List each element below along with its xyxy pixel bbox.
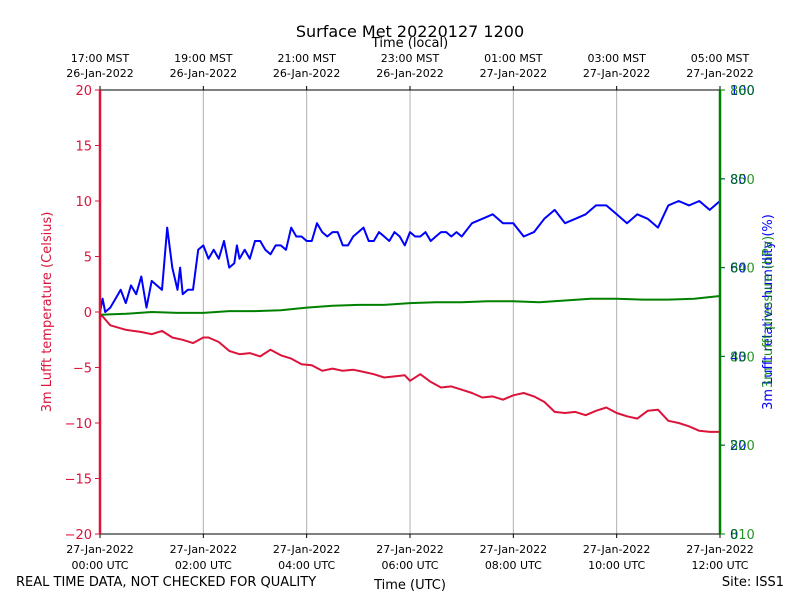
top-tick-label: 23:00 MST (381, 52, 440, 65)
top-tick-label: 27-Jan-2022 (480, 67, 548, 80)
x-tick-label: 27-Jan-2022 (66, 543, 134, 556)
x-tick-label: 06:00 UTC (381, 559, 438, 572)
x-tick-label: 27-Jan-2022 (686, 543, 754, 556)
top-tick-label: 01:00 MST (484, 52, 543, 65)
x-tick-label: 27-Jan-2022 (480, 543, 548, 556)
x-tick-label: 04:00 UTC (278, 559, 335, 572)
right-tick-label-pressure: 820 (730, 439, 755, 454)
site-label: Site: ISS1 (721, 575, 784, 590)
x-tick-label: 27-Jan-2022 (273, 543, 341, 556)
top-tick-label: 26-Jan-2022 (376, 67, 444, 80)
left-tick-label: −5 (73, 362, 92, 377)
right-tick-label-humidity: 40 (730, 350, 747, 365)
left-tick-label: −15 (65, 473, 92, 488)
x-tick-label: 00:00 UTC (71, 559, 128, 572)
right-tick-label-humidity: 100 (730, 84, 755, 99)
x-tick-label: 27-Jan-2022 (376, 543, 444, 556)
series-line-3m-lufft-pressure (99, 295, 721, 316)
x-axis-label: Time (UTC) (373, 578, 446, 593)
top-tick-label: 26-Jan-2022 (170, 67, 238, 80)
right-tick-label-humidity: 60 (730, 262, 747, 277)
x-tick-label: 10:00 UTC (588, 559, 645, 572)
left-tick-label: 10 (75, 195, 92, 210)
left-tick-label: 15 (75, 140, 92, 155)
series-line-3m-lufft-relative-humidity (99, 200, 721, 313)
x-tick-label: 02:00 UTC (175, 559, 232, 572)
left-axis-label: 3m Lufft temperature (Celsius) (40, 212, 55, 413)
left-tick-label: 0 (84, 306, 92, 321)
right-tick-label-humidity: 20 (730, 439, 747, 454)
top-tick-label: 19:00 MST (174, 52, 233, 65)
top-tick-label: 17:00 MST (71, 52, 130, 65)
top-tick-label: 03:00 MST (587, 52, 646, 65)
x-tick-label: 27-Jan-2022 (170, 543, 238, 556)
right-tick-label-pressure: 810 (730, 528, 755, 543)
top-tick-label: 26-Jan-2022 (273, 67, 341, 80)
left-tick-label: −20 (65, 528, 92, 543)
left-tick-label: 5 (84, 251, 92, 266)
quality-note: REAL TIME DATA, NOT CHECKED FOR QUALITY (16, 575, 317, 590)
chart-title: Surface Met 20220127 1200 (296, 22, 524, 41)
left-tick-label: 20 (75, 84, 92, 99)
axis-ticks: 27-Jan-2022 00:00 UTC 27-Jan-2022 02:00 UTC… (65, 52, 755, 572)
left-tick-label: −10 (65, 417, 92, 432)
top-tick-label: 05:00 MST (691, 52, 750, 65)
right-tick-label-pressure: 860 (730, 84, 755, 99)
top-tick-label: 27-Jan-2022 (686, 67, 754, 80)
top-axis-label: Time (local) (371, 36, 448, 51)
top-tick-label: 26-Jan-2022 (66, 67, 134, 80)
right-tick-label-humidity: 80 (730, 173, 747, 188)
x-tick-label: 08:00 UTC (485, 559, 542, 572)
x-tick-label: 27-Jan-2022 (583, 543, 651, 556)
right-tick-label-pressure: 830 (730, 350, 755, 365)
right-tick-label-pressure: 850 (730, 173, 755, 188)
right-axis-label-humidity: 3m Lufft relative humidity (%) (761, 214, 776, 410)
right-tick-label-humidity: 0 (730, 528, 738, 543)
series-group (99, 200, 721, 433)
right-axis-label-pressure: 3m Lufft pressure (hPa) (761, 236, 776, 388)
x-tick-label: 12:00 UTC (691, 559, 748, 572)
top-tick-label: 21:00 MST (277, 52, 336, 65)
right-tick-label-pressure: 840 (730, 262, 755, 277)
series-line-3m-lufft-temperature (99, 314, 720, 433)
top-tick-label: 27-Jan-2022 (583, 67, 651, 80)
